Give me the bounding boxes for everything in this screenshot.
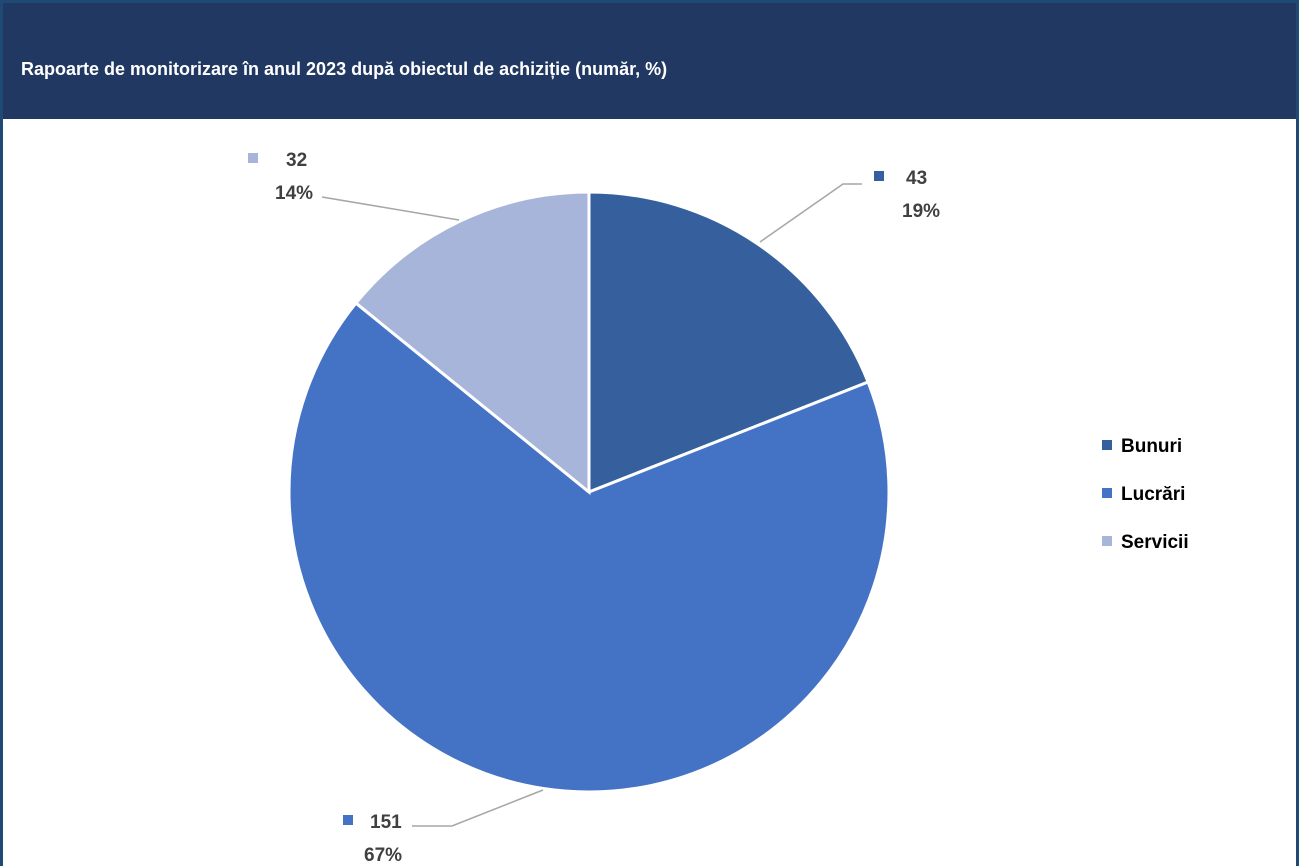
data-label-marker [248, 153, 258, 163]
data-label-percent: 14% [275, 183, 313, 204]
legend-label: Servicii [1121, 532, 1189, 553]
legend-label: Lucrări [1121, 484, 1185, 505]
data-label-marker [343, 815, 353, 825]
leader-line [412, 789, 544, 827]
data-label-marker [874, 171, 884, 181]
leader-line [321, 196, 460, 221]
data-label-value: 43 [906, 168, 927, 189]
data-label-percent: 19% [902, 201, 940, 222]
pie-slice-bunuri [587, 190, 871, 495]
legend-label: Bunuri [1121, 436, 1182, 457]
title-bar: Rapoarte de monitorizare în anul 2023 du… [3, 3, 1296, 119]
legend-swatch [1102, 488, 1112, 498]
legend-swatch [1102, 536, 1112, 546]
chart-title: Rapoarte de monitorizare în anul 2023 du… [21, 59, 668, 79]
data-label-value: 151 [370, 812, 402, 833]
leader-line [759, 183, 862, 243]
pie-slice-lucr-ri [287, 300, 891, 794]
pie-slice-servicii [353, 190, 591, 496]
legend-swatch [1102, 440, 1112, 450]
data-label-value: 32 [286, 150, 307, 171]
data-label-percent: 67% [364, 845, 402, 866]
